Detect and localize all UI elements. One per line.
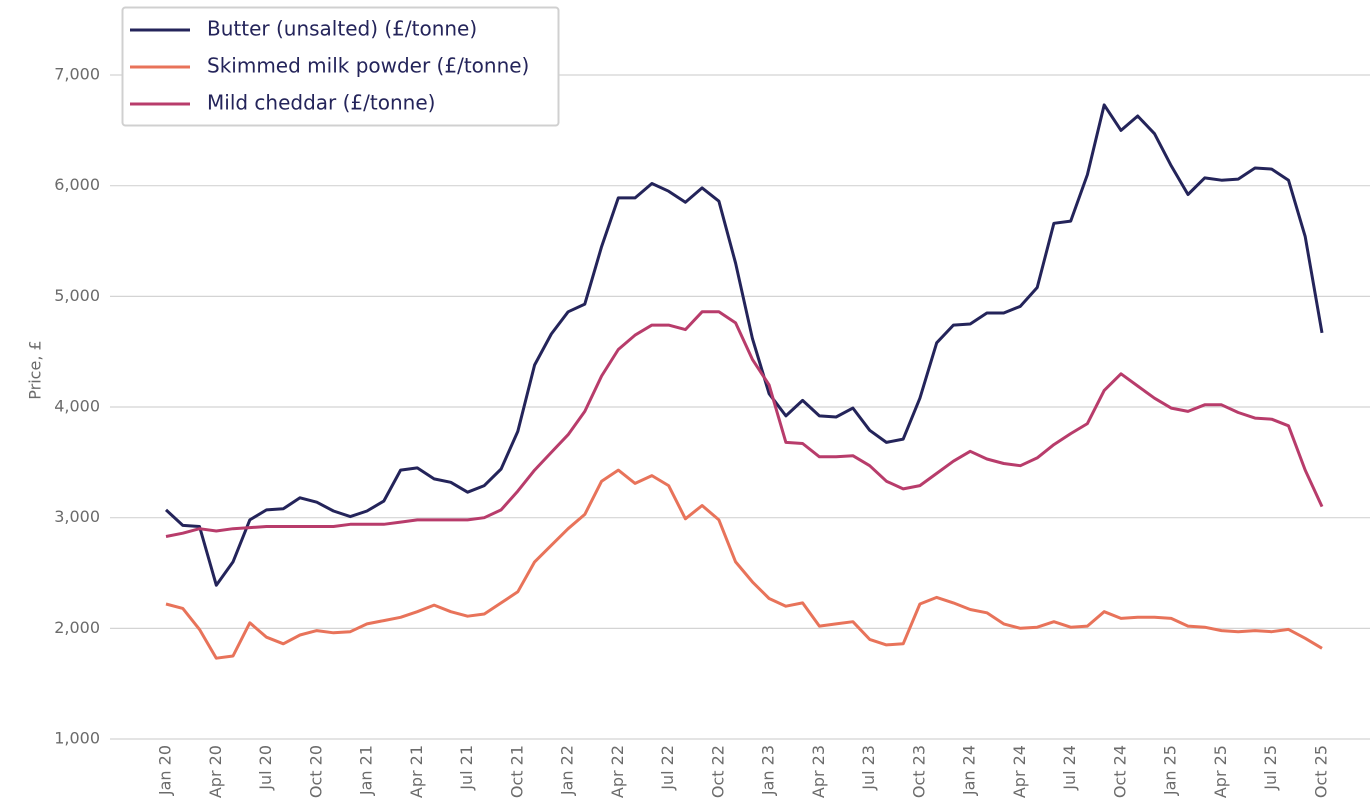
x-tick-label: Apr 23 [809, 745, 828, 798]
y-tick-label: 6,000 [54, 175, 100, 194]
x-tick-label: Apr 25 [1211, 745, 1230, 798]
series-line [165, 468, 1323, 660]
x-tick-label: Oct 25 [1312, 745, 1331, 798]
x-tick-label: Jul 25 [1261, 745, 1280, 791]
legend-label: Mild cheddar (£/tonne) [207, 91, 435, 115]
x-tick-label: Jan 24 [960, 745, 979, 796]
x-tick-label: Oct 20 [306, 745, 325, 798]
x-tick-label: Apr 22 [608, 745, 627, 798]
series-line [164, 103, 1324, 587]
y-tick-label: 1,000 [54, 729, 100, 748]
x-tick-label: Jul 20 [256, 745, 275, 791]
x-tick-label: Oct 23 [909, 745, 928, 798]
x-tick-label: Apr 20 [206, 745, 225, 798]
x-tick-label: Apr 21 [407, 745, 426, 798]
x-tick-label: Oct 22 [708, 745, 727, 798]
x-tick-label: Jan 20 [156, 745, 175, 796]
x-tick-label: Jul 21 [457, 745, 476, 791]
y-tick-label: 7,000 [54, 65, 100, 84]
y-tick-label: 5,000 [54, 286, 100, 305]
series-line [165, 310, 1324, 538]
x-tick-label: Jan 25 [1161, 745, 1180, 796]
legend-label: Skimmed milk powder (£/tonne) [207, 54, 529, 78]
y-axis-label: Price, £ [26, 340, 45, 399]
x-tick-label: Jul 23 [859, 745, 878, 791]
legend: Butter (unsalted) (£/tonne) Skimmed milk … [121, 6, 560, 127]
legend-label: Butter (unsalted) (£/tonne) [207, 17, 477, 41]
y-tick-label: 3,000 [54, 507, 100, 526]
y-tick-label: 2,000 [54, 618, 100, 637]
legend-box [121, 6, 560, 127]
x-tick-label: Oct 21 [507, 745, 526, 798]
x-tick-label: Jan 21 [357, 745, 376, 796]
x-tick-label: Apr 24 [1010, 745, 1029, 798]
y-tick-label: 4,000 [54, 397, 100, 416]
x-tick-label: Oct 24 [1110, 745, 1129, 798]
x-tick-label: Jan 23 [759, 745, 778, 796]
x-tick-label: Jul 24 [1060, 745, 1079, 791]
x-tick-label: Jan 22 [558, 745, 577, 796]
x-tick-label: Jul 22 [658, 745, 677, 791]
